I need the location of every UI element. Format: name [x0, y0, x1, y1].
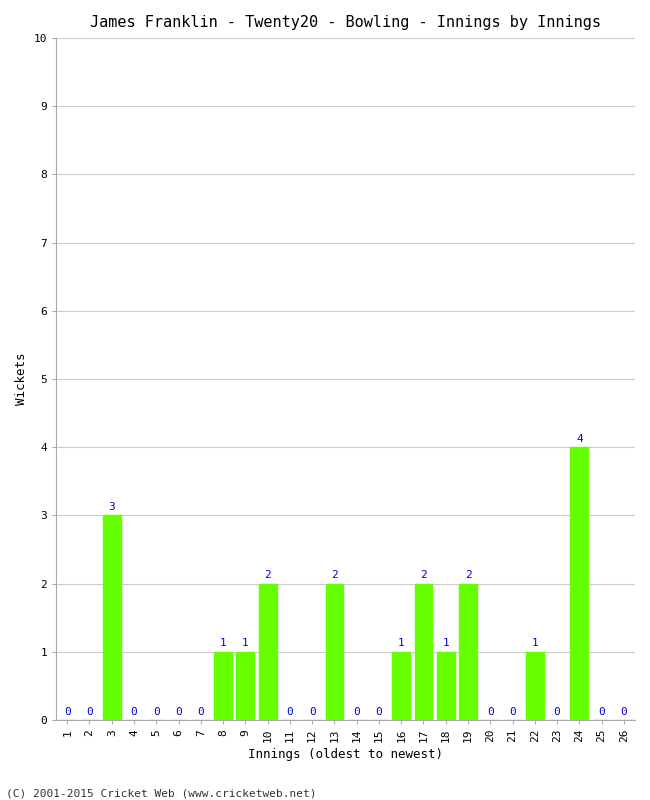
- Bar: [259, 583, 276, 720]
- Text: (C) 2001-2015 Cricket Web (www.cricketweb.net): (C) 2001-2015 Cricket Web (www.cricketwe…: [6, 788, 317, 798]
- Text: 0: 0: [354, 706, 360, 717]
- Bar: [103, 515, 121, 720]
- Text: 0: 0: [175, 706, 182, 717]
- Text: 0: 0: [287, 706, 293, 717]
- Text: 2: 2: [265, 570, 271, 580]
- Text: 0: 0: [131, 706, 137, 717]
- Text: 2: 2: [465, 570, 471, 580]
- Text: 0: 0: [64, 706, 71, 717]
- Bar: [214, 652, 232, 720]
- Text: 0: 0: [86, 706, 93, 717]
- Text: 0: 0: [509, 706, 516, 717]
- Bar: [459, 583, 477, 720]
- Text: 0: 0: [153, 706, 160, 717]
- Bar: [393, 652, 410, 720]
- Text: 1: 1: [220, 638, 226, 648]
- Text: 1: 1: [242, 638, 249, 648]
- Text: 4: 4: [576, 434, 582, 444]
- Text: 1: 1: [398, 638, 404, 648]
- Bar: [437, 652, 454, 720]
- Text: 2: 2: [331, 570, 338, 580]
- Text: 1: 1: [532, 638, 538, 648]
- Text: 2: 2: [420, 570, 427, 580]
- Text: 1: 1: [443, 638, 449, 648]
- Bar: [526, 652, 543, 720]
- Title: James Franklin - Twenty20 - Bowling - Innings by Innings: James Franklin - Twenty20 - Bowling - In…: [90, 15, 601, 30]
- Bar: [571, 447, 588, 720]
- Text: 0: 0: [376, 706, 382, 717]
- X-axis label: Innings (oldest to newest): Innings (oldest to newest): [248, 748, 443, 761]
- Text: 0: 0: [487, 706, 493, 717]
- Text: 0: 0: [554, 706, 560, 717]
- Text: 0: 0: [621, 706, 627, 717]
- Text: 3: 3: [109, 502, 115, 512]
- Text: 0: 0: [198, 706, 204, 717]
- Text: 0: 0: [598, 706, 605, 717]
- Bar: [326, 583, 343, 720]
- Y-axis label: Wickets: Wickets: [15, 353, 28, 406]
- Text: 0: 0: [309, 706, 315, 717]
- Bar: [237, 652, 254, 720]
- Bar: [415, 583, 432, 720]
